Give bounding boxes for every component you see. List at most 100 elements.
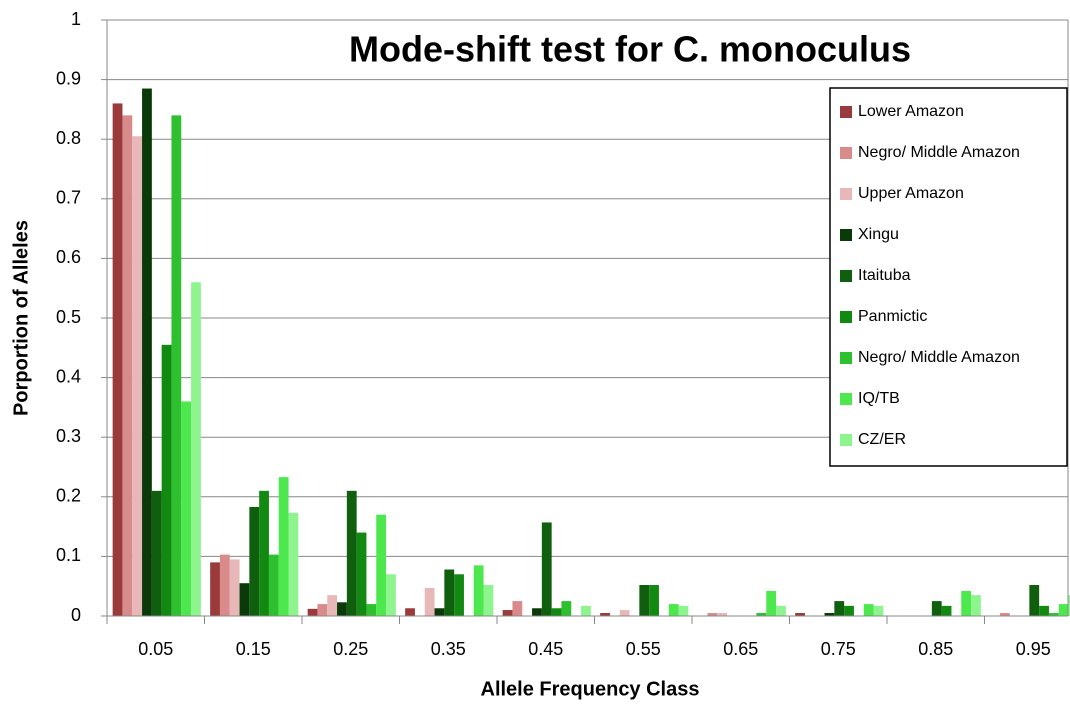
x-tick-label: 0.25 xyxy=(333,639,368,659)
bar xyxy=(532,608,542,616)
bar xyxy=(600,613,610,616)
legend-swatch xyxy=(840,352,852,364)
bar xyxy=(795,613,805,616)
legend-swatch xyxy=(840,147,852,159)
x-tick-label: 0.45 xyxy=(528,639,563,659)
bar xyxy=(561,601,572,616)
bar xyxy=(931,601,942,616)
legend-swatch xyxy=(840,393,852,405)
bar xyxy=(346,490,357,616)
y-tick-label: 0.3 xyxy=(56,426,81,446)
bar xyxy=(824,613,835,616)
bar xyxy=(239,583,250,616)
bar xyxy=(219,554,230,616)
legend-label: IQ/TB xyxy=(858,390,900,407)
legend-box xyxy=(829,87,1068,467)
bar xyxy=(376,514,387,616)
y-tick-label: 1 xyxy=(71,9,81,29)
bar xyxy=(356,532,367,616)
x-tick-label: 0.95 xyxy=(1016,639,1051,659)
legend-swatch xyxy=(840,106,852,118)
bar xyxy=(112,103,123,616)
bar xyxy=(999,613,1010,616)
bar xyxy=(971,595,981,616)
bar xyxy=(717,613,728,616)
bar xyxy=(132,136,143,616)
bar xyxy=(249,506,260,616)
bar xyxy=(844,605,854,616)
x-tick-label: 0.55 xyxy=(626,639,661,659)
bar xyxy=(191,282,201,616)
bar xyxy=(473,565,484,616)
chart-title: Mode-shift test for C. monoculus xyxy=(349,29,911,70)
bar xyxy=(171,115,182,617)
bar xyxy=(161,344,172,616)
x-axis-title: Allele Frequency Class xyxy=(481,678,700,700)
bar xyxy=(424,587,435,616)
legend-swatch xyxy=(840,434,852,446)
bar xyxy=(766,590,777,616)
x-tick-label: 0.05 xyxy=(138,639,173,659)
legend-swatch xyxy=(840,188,852,200)
legend-label: Negro/ Middle Amazon xyxy=(858,144,1020,161)
bar xyxy=(317,604,328,616)
legend-label: CZ/ER xyxy=(858,431,906,448)
bar xyxy=(268,554,279,616)
bar xyxy=(454,574,464,616)
y-axis-title: Porportion of Alleles xyxy=(10,220,32,416)
y-tick-label: 0.4 xyxy=(56,366,81,386)
bar xyxy=(1048,613,1059,616)
x-tick-label: 0.85 xyxy=(918,639,953,659)
bar xyxy=(668,604,679,616)
bar xyxy=(1039,605,1049,616)
bar xyxy=(707,613,718,616)
bar xyxy=(210,562,220,616)
bar xyxy=(512,601,523,616)
legend-label: Itaituba xyxy=(858,267,911,284)
bar xyxy=(278,477,289,616)
legend-label: Upper Amazon xyxy=(858,185,964,202)
y-tick-label: 0.5 xyxy=(56,307,81,327)
bar xyxy=(1068,595,1070,616)
bar xyxy=(386,574,396,616)
bar xyxy=(288,512,299,616)
bar xyxy=(122,115,133,617)
bar xyxy=(405,608,415,616)
bar xyxy=(756,613,767,616)
y-tick-label: 0 xyxy=(71,605,81,625)
y-tick-label: 0.7 xyxy=(56,188,81,208)
x-tick-label: 0.65 xyxy=(723,639,758,659)
bar xyxy=(541,522,552,616)
bar xyxy=(941,605,952,616)
bar xyxy=(873,605,884,616)
bar xyxy=(259,490,269,616)
legend-swatch xyxy=(840,270,852,282)
y-tick-label: 0.2 xyxy=(56,486,81,506)
bar xyxy=(1029,585,1040,616)
y-tick-label: 0.6 xyxy=(56,247,81,267)
bar xyxy=(502,610,513,616)
bar xyxy=(327,595,338,616)
y-tick-label: 0.9 xyxy=(56,68,81,88)
x-tick-label: 0.15 xyxy=(236,639,271,659)
bar xyxy=(639,585,650,616)
bar xyxy=(142,88,152,617)
bar xyxy=(483,585,494,616)
y-tick-label: 0.8 xyxy=(56,128,81,148)
bar xyxy=(678,605,689,616)
bar xyxy=(151,490,162,616)
legend-label: Panmictic xyxy=(858,308,927,325)
bar xyxy=(961,590,972,616)
bar xyxy=(649,585,659,616)
bar xyxy=(776,605,786,616)
bar xyxy=(1058,604,1069,616)
bar xyxy=(337,602,347,616)
legend-label: Negro/ Middle Amazon xyxy=(858,349,1020,366)
bar xyxy=(444,569,455,616)
bar xyxy=(307,608,318,616)
legend-swatch xyxy=(840,229,852,241)
legend-label: Xingu xyxy=(858,226,899,243)
bar xyxy=(619,610,630,616)
y-tick-label: 0.1 xyxy=(56,545,81,565)
